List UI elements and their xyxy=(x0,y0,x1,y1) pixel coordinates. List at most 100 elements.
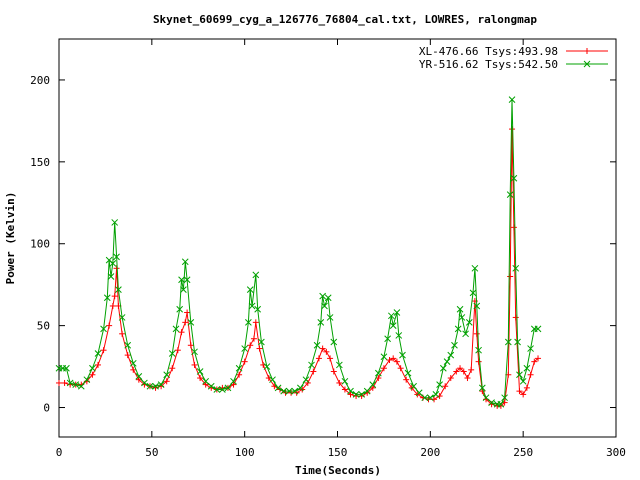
data-point xyxy=(182,319,189,326)
data-point xyxy=(363,387,371,395)
data-point xyxy=(531,358,538,365)
data-point xyxy=(327,355,334,362)
data-point xyxy=(202,381,209,388)
data-point xyxy=(404,369,412,377)
data-point xyxy=(387,312,395,320)
data-point xyxy=(393,358,400,365)
data-point xyxy=(508,96,516,103)
data-point xyxy=(302,376,310,384)
data-point xyxy=(319,345,326,352)
data-point xyxy=(141,379,148,387)
data-point xyxy=(191,361,198,368)
data-point xyxy=(462,330,469,338)
data-point xyxy=(176,305,184,313)
data-point xyxy=(426,394,434,402)
data-point xyxy=(207,382,215,390)
y-tick-label: 0 xyxy=(43,402,50,415)
data-point xyxy=(246,286,254,293)
data-point xyxy=(235,364,243,372)
data-point xyxy=(63,364,70,372)
data-point xyxy=(61,379,68,386)
data-point xyxy=(506,191,514,198)
data-point xyxy=(250,335,257,342)
x-axis-label: Time(Seconds) xyxy=(295,464,381,477)
data-point xyxy=(384,335,391,343)
data-point xyxy=(319,292,327,300)
data-point xyxy=(465,318,473,326)
data-point xyxy=(172,325,180,333)
data-point xyxy=(336,361,343,369)
data-point xyxy=(395,332,403,339)
data-point xyxy=(389,322,397,329)
data-point xyxy=(224,384,232,392)
data-point xyxy=(475,346,482,354)
data-point xyxy=(152,382,159,390)
y-tick-label: 50 xyxy=(37,320,50,333)
data-point xyxy=(512,264,520,272)
data-point xyxy=(280,387,288,395)
legend-marker xyxy=(584,48,590,54)
data-point xyxy=(258,338,265,346)
data-point xyxy=(458,314,466,321)
data-point xyxy=(393,309,401,316)
data-point xyxy=(374,369,382,377)
data-point xyxy=(527,345,534,352)
data-point xyxy=(527,371,534,378)
data-point xyxy=(83,376,91,384)
axes: 0 50 100 150 200 250 300 0 50 100 150 200 xyxy=(30,39,626,459)
data-point xyxy=(326,314,334,321)
data-point xyxy=(241,345,249,352)
data-point xyxy=(509,126,516,133)
data-point xyxy=(197,375,204,382)
data-point xyxy=(230,377,237,385)
data-point xyxy=(352,391,360,398)
data-point xyxy=(113,265,120,272)
data-point xyxy=(106,322,113,329)
data-point xyxy=(248,302,256,310)
data-point xyxy=(310,368,317,375)
data-point xyxy=(163,371,171,379)
data-point xyxy=(118,314,126,321)
data-point xyxy=(113,253,120,261)
data-point xyxy=(347,387,354,395)
data-point xyxy=(202,377,210,385)
x-tick-label: 300 xyxy=(606,446,626,459)
x-tick-label: 100 xyxy=(235,446,255,459)
data-point xyxy=(174,347,181,354)
data-point xyxy=(94,350,102,357)
data-point xyxy=(523,364,531,372)
data-point xyxy=(520,391,527,398)
data-point xyxy=(252,319,259,326)
data-point xyxy=(124,352,131,359)
legend-marker xyxy=(583,60,591,68)
data-point xyxy=(453,368,460,375)
data-point xyxy=(274,384,282,392)
data-point xyxy=(66,379,74,387)
data-point xyxy=(473,330,480,337)
x-tick-label: 0 xyxy=(56,446,63,459)
data-point xyxy=(386,357,393,364)
data-point xyxy=(269,376,276,384)
data-point xyxy=(56,379,62,386)
x-tick-label: 50 xyxy=(145,446,158,459)
series-line xyxy=(59,99,538,405)
data-point xyxy=(390,355,397,362)
data-point xyxy=(157,381,165,388)
data-point xyxy=(457,365,464,372)
x-tick-label: 150 xyxy=(328,446,348,459)
data-point xyxy=(436,381,443,388)
data-point xyxy=(89,371,96,378)
data-point xyxy=(504,338,512,346)
series-layer xyxy=(55,96,542,409)
data-point xyxy=(107,273,115,280)
data-point xyxy=(178,329,185,336)
data-point xyxy=(146,382,154,390)
data-point xyxy=(380,353,388,361)
data-point xyxy=(183,276,191,284)
series-2 xyxy=(55,96,542,408)
data-point xyxy=(291,387,299,395)
data-point xyxy=(213,386,221,393)
data-point xyxy=(535,355,542,362)
data-point xyxy=(196,368,204,375)
data-point xyxy=(432,391,440,398)
